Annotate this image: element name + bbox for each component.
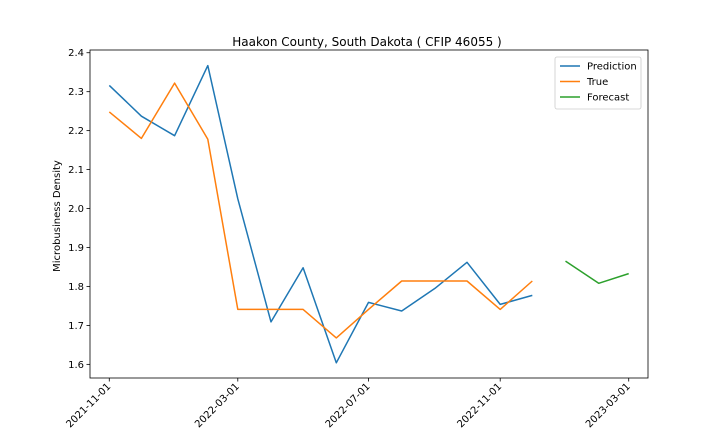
legend (554, 56, 642, 110)
legend-label-prediction: Prediction (587, 62, 637, 73)
series-line-prediction (108, 64, 533, 364)
chart-title: Haakon County, South Dakota ( CFIP 46055… (232, 35, 501, 49)
plot-area: 1.6 1.7 1.8 1.9 2.0 2.1 2.2 2.3 2.4 2021-11-01 202… (65, 48, 649, 430)
series-line-true (108, 82, 533, 339)
y-tick-label: 2.4 (68, 48, 84, 59)
y-tick-label: 1.8 (68, 282, 84, 293)
y-tick-label: 2.1 (68, 165, 84, 176)
x-tick-label: 2023-03-01 (584, 381, 633, 430)
legend-label-forecast: Forecast (587, 93, 629, 104)
y-tick-label: 1.9 (68, 243, 84, 254)
y-tick-label: 1.6 (68, 360, 84, 371)
plot-frame (89, 49, 649, 379)
x-tick-label: 2022-03-01 (193, 381, 242, 430)
x-tick-label: 2022-07-01 (324, 381, 373, 430)
y-axis-label: Microbusiness Density (52, 160, 63, 272)
y-tick-label: 2.2 (68, 126, 84, 137)
series-line-forecast (565, 260, 629, 285)
x-tick-label: 2022-11-01 (455, 381, 504, 430)
x-tick-label: 2021-11-01 (65, 381, 114, 430)
legend-label-true: True (586, 77, 608, 88)
y-tick-label: 2.0 (68, 204, 84, 215)
y-tick-label: 1.7 (68, 321, 84, 332)
y-tick-label: 2.3 (68, 87, 84, 98)
